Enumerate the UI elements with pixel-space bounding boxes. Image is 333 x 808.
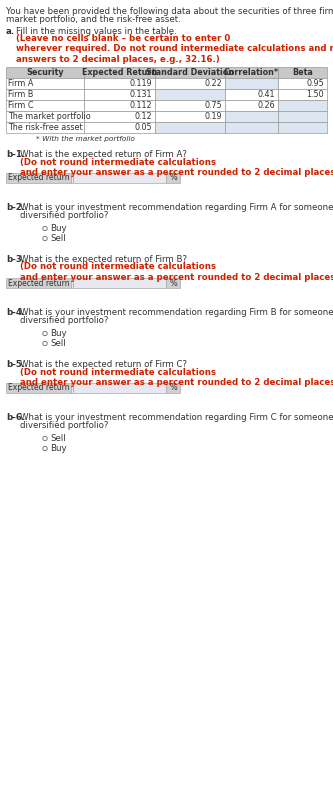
Text: b-4.: b-4. xyxy=(6,308,25,317)
Bar xyxy=(278,122,327,133)
Text: (Do not round intermediate calculations
and enter your answer as a percent round: (Do not round intermediate calculations … xyxy=(20,368,333,387)
Text: 0.22: 0.22 xyxy=(204,79,222,88)
Text: 0.05: 0.05 xyxy=(135,123,152,132)
Text: %: % xyxy=(169,384,177,393)
Bar xyxy=(84,111,155,122)
Text: b-5.: b-5. xyxy=(6,360,25,369)
Text: 0.112: 0.112 xyxy=(130,101,152,110)
Text: 0.41: 0.41 xyxy=(257,90,275,99)
Bar xyxy=(71,173,166,183)
Bar xyxy=(6,89,84,100)
Text: Sell: Sell xyxy=(50,434,66,443)
Bar xyxy=(6,67,84,78)
Text: What is your investment recommendation regarding Firm B for someone with a well-: What is your investment recommendation r… xyxy=(20,308,333,317)
Text: diversified portfolio?: diversified portfolio? xyxy=(20,211,108,220)
Text: Expected return: Expected return xyxy=(8,279,70,288)
Bar xyxy=(155,67,225,78)
Bar xyxy=(84,100,155,111)
Text: Buy: Buy xyxy=(50,224,67,233)
Bar xyxy=(225,122,278,133)
Text: (Leave no cells blank – be certain to enter 0
wherever required. Do not round in: (Leave no cells blank – be certain to en… xyxy=(16,34,333,64)
Text: 1.50: 1.50 xyxy=(306,90,324,99)
Text: Firm C: Firm C xyxy=(8,101,34,110)
Text: 0.119: 0.119 xyxy=(130,79,152,88)
Text: Standard Deviation: Standard Deviation xyxy=(146,68,234,77)
Text: Buy: Buy xyxy=(50,444,67,453)
Text: Security: Security xyxy=(26,68,64,77)
Text: What is your investment recommendation regarding Firm A for someone with a well-: What is your investment recommendation r… xyxy=(20,203,333,212)
Text: 0.75: 0.75 xyxy=(204,101,222,110)
Text: * With the market portfolio: * With the market portfolio xyxy=(36,136,135,142)
Text: Buy: Buy xyxy=(50,329,67,338)
Bar xyxy=(166,383,180,393)
Text: The risk-free asset: The risk-free asset xyxy=(8,123,83,132)
Bar xyxy=(278,100,327,111)
Text: You have been provided the following data about the securities of three firms, t: You have been provided the following dat… xyxy=(6,7,333,16)
Bar xyxy=(225,111,278,122)
Text: b-6.: b-6. xyxy=(6,413,25,422)
Text: 0.26: 0.26 xyxy=(257,101,275,110)
Bar xyxy=(6,100,84,111)
Text: diversified portfolio?: diversified portfolio? xyxy=(20,316,108,325)
Bar xyxy=(6,173,71,183)
Text: (Do not round intermediate calculations
and enter your answer as a percent round: (Do not round intermediate calculations … xyxy=(20,158,333,177)
Bar xyxy=(278,89,327,100)
Bar xyxy=(278,67,327,78)
Bar xyxy=(278,111,327,122)
Bar xyxy=(155,78,225,89)
Bar xyxy=(225,89,278,100)
Bar xyxy=(155,89,225,100)
Text: Sell: Sell xyxy=(50,339,66,348)
Bar xyxy=(278,78,327,89)
Bar xyxy=(155,111,225,122)
Text: %: % xyxy=(169,174,177,183)
Text: What is the expected return of Firm C?: What is the expected return of Firm C? xyxy=(20,360,190,369)
Bar xyxy=(166,278,180,288)
Text: 0.12: 0.12 xyxy=(135,112,152,121)
Text: %: % xyxy=(169,279,177,288)
Text: Expected return: Expected return xyxy=(8,174,70,183)
Bar xyxy=(225,67,278,78)
Bar xyxy=(84,67,155,78)
Text: Firm B: Firm B xyxy=(8,90,33,99)
Text: What is the expected return of Firm B?: What is the expected return of Firm B? xyxy=(20,255,190,264)
Bar xyxy=(225,78,278,89)
Bar xyxy=(6,383,71,393)
Bar xyxy=(6,111,84,122)
Text: Beta: Beta xyxy=(292,68,313,77)
Bar xyxy=(155,100,225,111)
Bar xyxy=(225,100,278,111)
Text: 0.95: 0.95 xyxy=(306,79,324,88)
Text: market portfolio, and the risk-free asset.: market portfolio, and the risk-free asse… xyxy=(6,15,181,24)
Bar xyxy=(166,173,180,183)
Text: 0.131: 0.131 xyxy=(130,90,152,99)
Bar xyxy=(84,78,155,89)
Text: Correlation*: Correlation* xyxy=(224,68,279,77)
Text: b-1.: b-1. xyxy=(6,150,25,159)
Bar xyxy=(71,383,166,393)
Text: 0.19: 0.19 xyxy=(204,112,222,121)
Text: Fill in the missing values in the table.: Fill in the missing values in the table. xyxy=(16,27,179,36)
Text: What is your investment recommendation regarding Firm C for someone with a well-: What is your investment recommendation r… xyxy=(20,413,333,422)
Text: Sell: Sell xyxy=(50,234,66,243)
Bar xyxy=(6,278,71,288)
Bar xyxy=(6,78,84,89)
Text: a.: a. xyxy=(6,27,15,36)
Text: The market portfolio: The market portfolio xyxy=(8,112,91,121)
Text: Firm A: Firm A xyxy=(8,79,33,88)
Text: Expected Return: Expected Return xyxy=(82,68,157,77)
Bar xyxy=(155,122,225,133)
Text: (Do not round intermediate calculations
and enter your answer as a percent round: (Do not round intermediate calculations … xyxy=(20,263,333,282)
Text: b-2.: b-2. xyxy=(6,203,25,212)
Bar xyxy=(6,122,84,133)
Text: What is the expected return of Firm A?: What is the expected return of Firm A? xyxy=(20,150,189,159)
Text: diversified portfolio?: diversified portfolio? xyxy=(20,421,108,430)
Text: b-3.: b-3. xyxy=(6,255,25,264)
Text: Expected return: Expected return xyxy=(8,384,70,393)
Bar xyxy=(71,278,166,288)
Bar xyxy=(84,122,155,133)
Bar xyxy=(84,89,155,100)
